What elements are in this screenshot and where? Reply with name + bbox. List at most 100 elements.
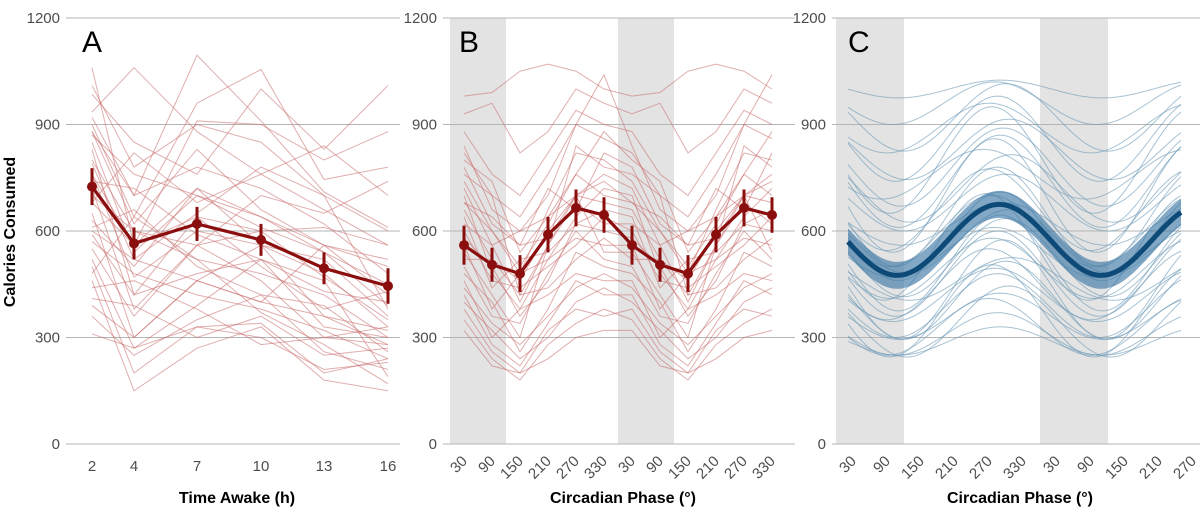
y-tick-label: 900 [35, 117, 60, 134]
individual-line [463, 88, 773, 154]
x-tick-label: 30 [836, 453, 860, 477]
mean-point [383, 281, 393, 292]
panel-label: B [459, 26, 479, 59]
individual-line [91, 134, 389, 260]
y-axis-title: Calories Consumed [2, 157, 19, 307]
individual-line [463, 251, 773, 353]
panel-label: A [82, 26, 102, 59]
x-tick-label: 270 [1170, 453, 1200, 483]
y-tick-label: 1200 [404, 10, 437, 27]
x-tick-label: 270 [553, 453, 583, 483]
x-tick-label: 330 [1000, 453, 1030, 483]
x-tick-label: 10 [253, 458, 270, 475]
individual-curve [847, 148, 1182, 200]
x-tick-label: 30 [1040, 453, 1064, 477]
individual-line [91, 152, 389, 246]
individual-line [463, 230, 773, 324]
individual-line [463, 223, 773, 318]
mean-point [767, 210, 777, 221]
individual-line [463, 109, 773, 197]
individual-line [464, 237, 773, 296]
x-tick-label: 90 [475, 453, 499, 477]
individual-line [463, 152, 773, 275]
x-tick-label: 150 [1102, 453, 1132, 483]
individual-line [463, 209, 773, 289]
individual-line [91, 230, 389, 303]
individual-line [91, 159, 389, 246]
y-tick-label: 900 [801, 117, 826, 134]
individual-line [463, 237, 773, 311]
individual-line [91, 209, 389, 353]
individual-line [463, 152, 773, 246]
individual-curve [847, 248, 1182, 321]
x-tick-label: 30 [615, 453, 639, 477]
mean-point [129, 238, 139, 249]
confidence-band [848, 190, 1181, 289]
mean-point [319, 263, 329, 274]
individual-line [91, 188, 389, 321]
y-tick-label: 0 [818, 436, 826, 453]
x-tick-label: 30 [447, 453, 471, 477]
individual-curve [847, 154, 1182, 223]
x-tick-label: 150 [898, 453, 928, 483]
mean-point [683, 268, 693, 279]
individual-line [463, 123, 773, 218]
y-tick-label: 0 [429, 436, 437, 453]
mean-point [87, 181, 97, 192]
individual-curve [847, 297, 1182, 356]
individual-line [91, 216, 389, 385]
individual-curve [847, 83, 1182, 152]
mean-point [459, 240, 469, 251]
individual-line [463, 273, 773, 346]
mean-point [655, 259, 665, 270]
individual-curve [847, 264, 1182, 358]
individual-line [91, 68, 389, 218]
x-tick-label: 4 [130, 458, 138, 475]
individual-line [91, 187, 389, 346]
individual-line [463, 73, 773, 232]
mean-point [739, 202, 749, 213]
individual-line [91, 266, 389, 374]
individual-curve [847, 273, 1182, 339]
individual-line [91, 297, 389, 356]
individual-line [463, 63, 773, 97]
individual-line [463, 308, 773, 374]
individual-line [91, 280, 389, 392]
individual-line [463, 329, 773, 374]
individual-curve [847, 267, 1182, 323]
individual-line [91, 258, 389, 377]
individual-curve [847, 95, 1182, 182]
mean-point [256, 234, 266, 245]
x-tick-label: 210 [932, 453, 962, 483]
individual-curve [847, 134, 1182, 228]
x-tick-label: 90 [1074, 453, 1098, 477]
x-tick-label: 16 [380, 458, 397, 475]
individual-line [91, 202, 389, 310]
individual-curve [847, 81, 1182, 126]
individual-curve [847, 257, 1182, 301]
individual-line [91, 131, 389, 267]
y-tick-label: 300 [801, 330, 826, 347]
individual-line [91, 85, 389, 175]
x-tick-label: 150 [497, 453, 527, 483]
x-tick-label: 2 [88, 458, 96, 475]
mean-point [627, 240, 637, 251]
individual-line [463, 216, 773, 289]
individual-curve [847, 237, 1182, 299]
mean-line [90, 185, 389, 288]
x-tick-label: 13 [316, 458, 333, 475]
individual-curve [847, 127, 1182, 207]
x-tick-label: 270 [966, 453, 996, 483]
y-tick-label: 300 [35, 330, 60, 347]
x-tick-label: 210 [525, 453, 555, 483]
individual-line [463, 287, 773, 360]
x-tick-label: 330 [749, 453, 779, 483]
x-tick-label: 210 [1136, 453, 1166, 483]
mean-point [192, 218, 202, 229]
individual-curve [847, 102, 1182, 154]
individual-curve [847, 312, 1182, 356]
x-tick-label: 330 [581, 453, 611, 483]
individual-line [91, 149, 389, 296]
mean-point [487, 259, 497, 270]
